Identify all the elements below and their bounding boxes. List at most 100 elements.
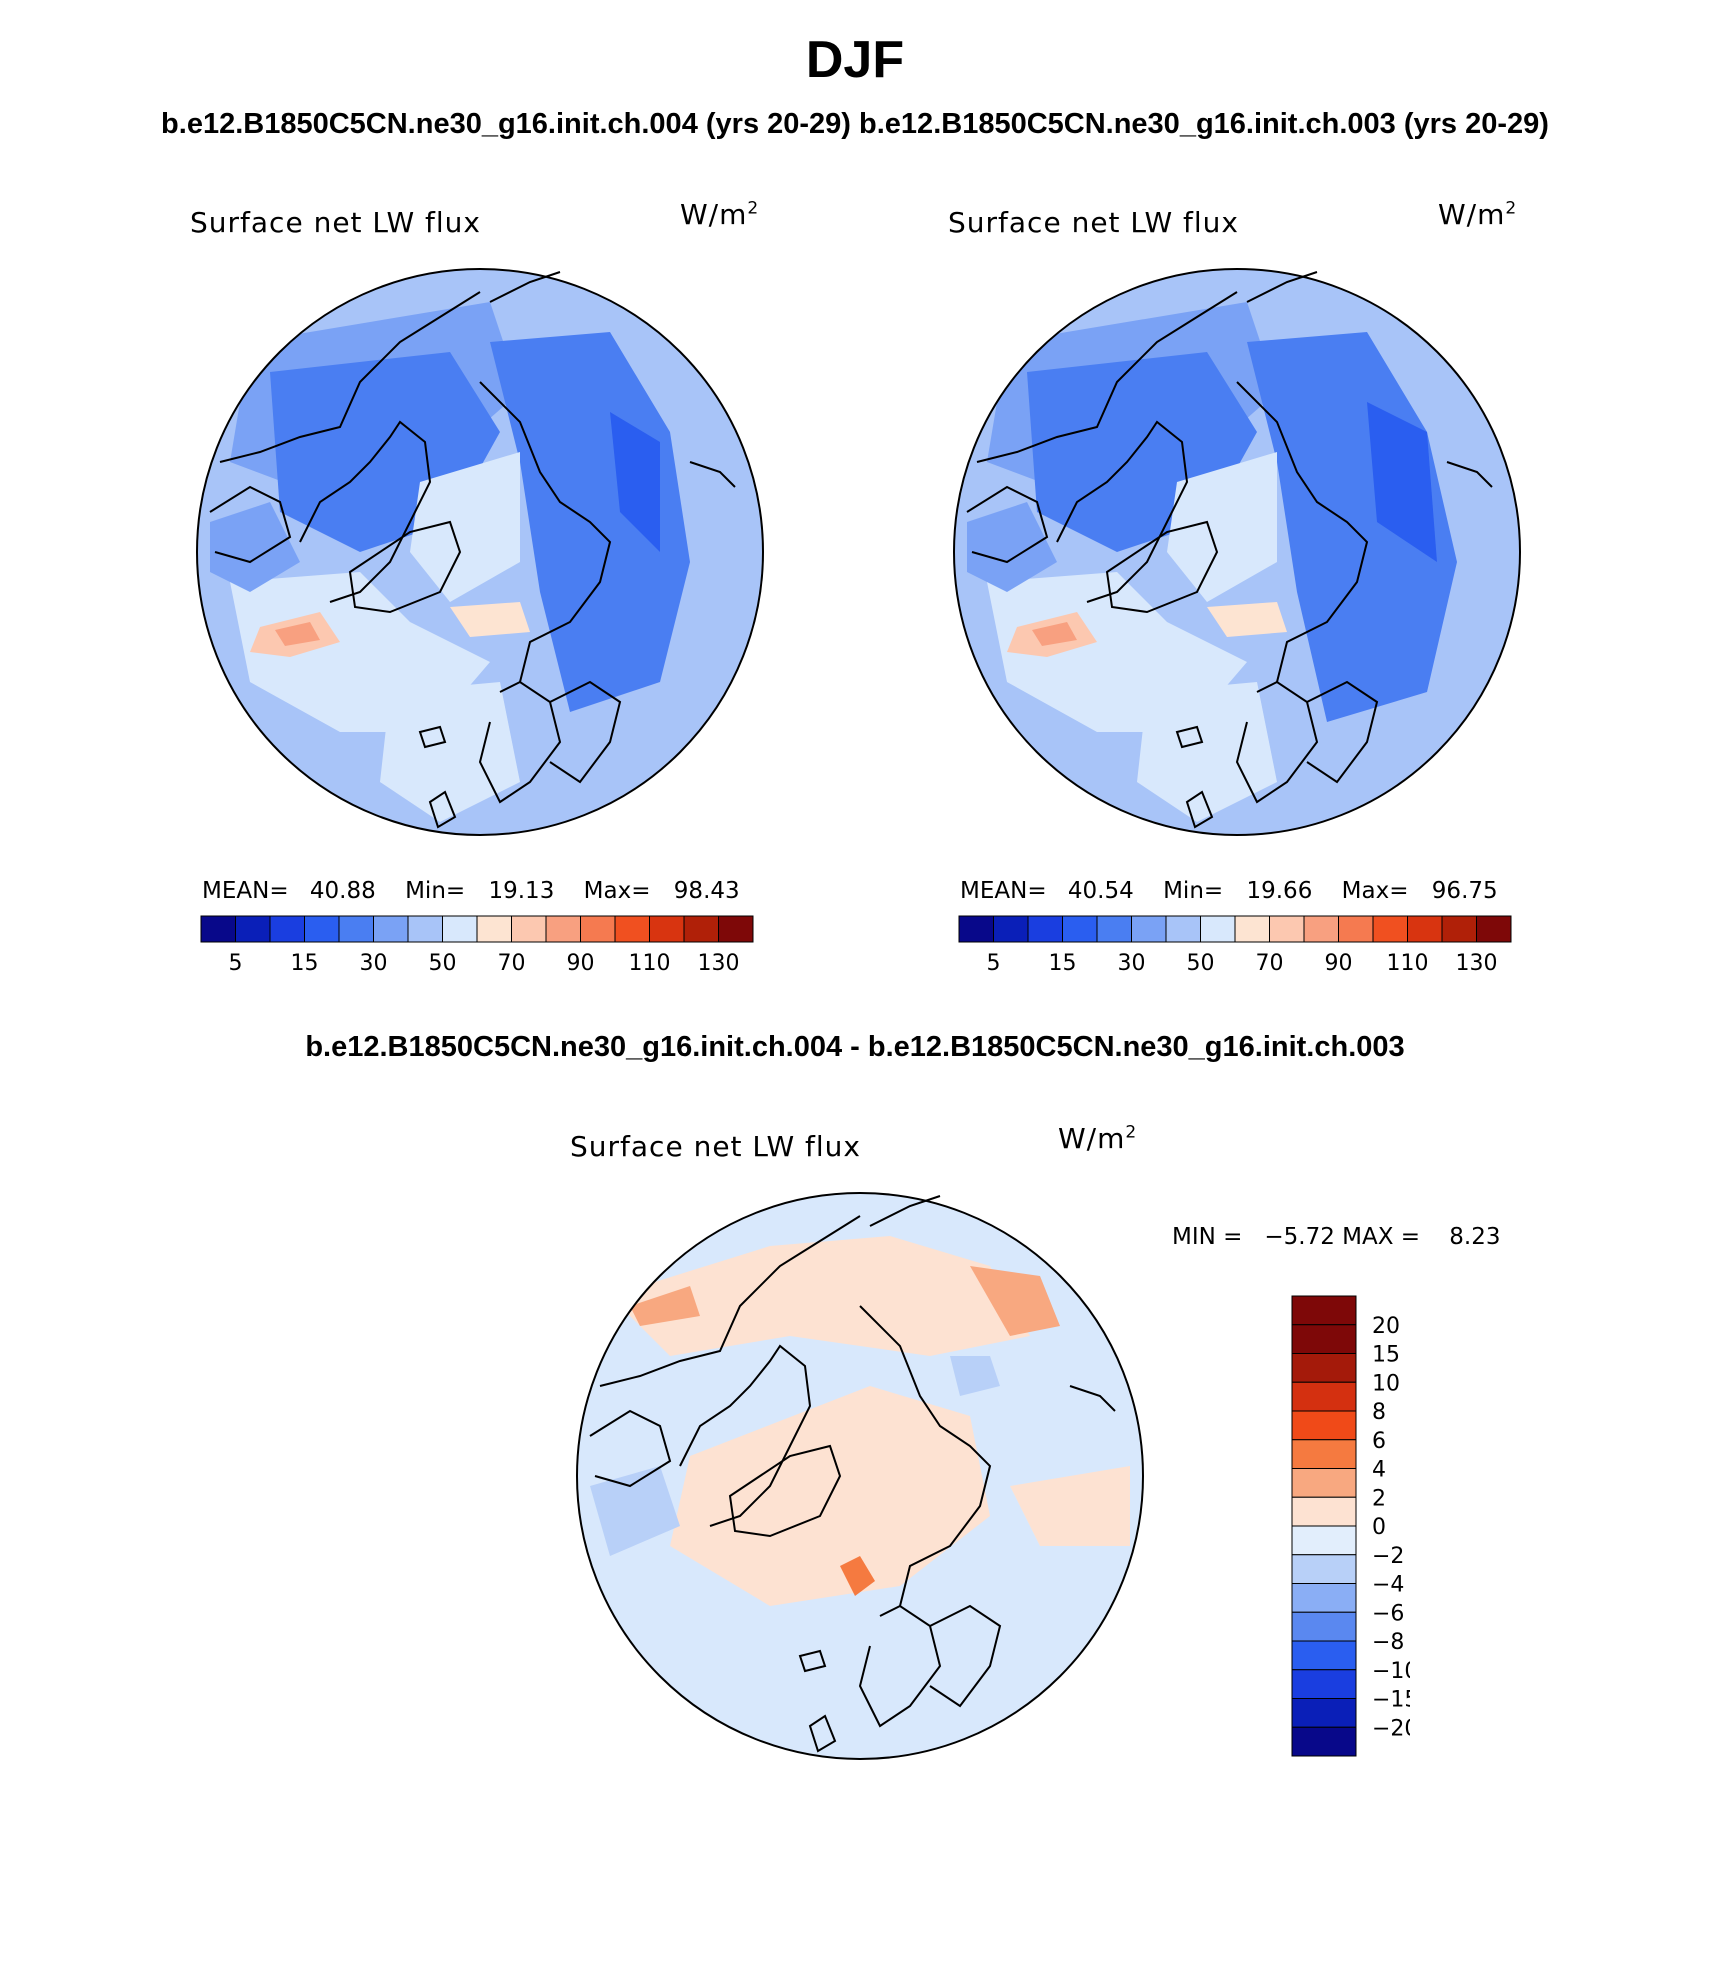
panel-2-colorbar: 5 15 30 50 70 90 110 130: [958, 915, 1512, 974]
colorbar-swatch: [718, 915, 754, 943]
panel-1-max-value: 98.43: [673, 878, 740, 904]
subtitle-right-case: b.e12.B1850C5CN.ne30_g16.init.ch.003 (yr…: [859, 108, 1549, 140]
figure-subtitle: b.e12.B1850C5CN.ne30_g16.init.ch.004 (yr…: [0, 108, 1710, 141]
panel-2-mean-value: 40.54: [1067, 878, 1134, 904]
panel-1-polar-map: [196, 268, 764, 836]
colorbar-tick-label: 90: [567, 951, 595, 974]
colorbar-swatch: [269, 915, 305, 943]
colorbar-tick-label: 130: [698, 951, 740, 974]
colorbar-tick-label: 30: [1118, 951, 1146, 974]
subtitle-left-case: b.e12.B1850C5CN.ne30_g16.init.ch.004 (yr…: [161, 108, 851, 140]
colorbar-swatch: [1062, 915, 1098, 943]
colorbar-swatch: [1291, 1353, 1357, 1383]
panel-3-coastline: [679, 1344, 812, 1527]
colorbar-swatch: [958, 915, 994, 943]
panel-1-coastline: [348, 520, 462, 614]
colorbar-swatch: [1234, 915, 1270, 943]
colorbar-tick-label: 30: [360, 951, 388, 974]
colorbar-tick-label: 20: [1372, 1314, 1400, 1339]
colorbar-tick-label: 90: [1325, 951, 1353, 974]
colorbar-tick-label: 110: [1387, 951, 1429, 974]
colorbar-tick-label: 70: [498, 951, 526, 974]
panel-3-region: [840, 1556, 875, 1596]
panel-1-region: [275, 622, 320, 646]
panel-1-units-exp: 2: [747, 198, 760, 219]
colorbar-tick-label: 15: [291, 951, 319, 974]
colorbar-swatch: [1291, 1410, 1357, 1441]
colorbar-swatch: [511, 915, 547, 943]
panel-1-coastline: [478, 680, 562, 804]
panel-2-min-label: Min=: [1163, 878, 1224, 904]
panel-1-coastline: [689, 461, 736, 488]
panel-2-region: [1032, 622, 1077, 646]
panel-1-mean-label: MEAN=: [202, 878, 289, 904]
panel-2-coastlines: [966, 271, 1493, 829]
colorbar-tick-label: 5: [229, 951, 243, 974]
panel-2-map-border: [953, 268, 1521, 836]
colorbar-swatch: [580, 915, 616, 943]
colorbar-tick-label: 5: [987, 951, 1001, 974]
panel-2-field: [954, 269, 1520, 835]
panel-3-coastline: [798, 1649, 827, 1673]
panel-2-coastline: [1105, 520, 1219, 614]
colorbar-tick-label: 2: [1372, 1486, 1386, 1511]
colorbar-swatch: [1372, 915, 1408, 943]
panel-3-coastline: [858, 1604, 942, 1728]
panel-3-coastline: [808, 1714, 837, 1753]
colorbar-swatch: [1291, 1669, 1357, 1699]
colorbar-tick-label: 10: [1372, 1371, 1400, 1396]
panel-3-coastline: [869, 1195, 941, 1227]
panel-1-coastline: [479, 381, 612, 683]
colorbar-tick-label: 110: [629, 951, 671, 974]
colorbar-swatch: [614, 915, 650, 943]
panel-1-units: W/m2: [680, 198, 759, 231]
panel-1-coastlines: [209, 271, 736, 829]
panel-3-region: [610, 1236, 1030, 1356]
colorbar-swatch: [1407, 915, 1443, 943]
colorbar-swatch: [476, 915, 512, 943]
panel-2-max-label: Max=: [1341, 878, 1409, 904]
panel-2-coastline: [1246, 271, 1318, 303]
panel-3-region: [630, 1286, 700, 1326]
panel-2-region: [1367, 402, 1437, 562]
panel-1-region: [210, 502, 300, 592]
colorbar-swatch: [649, 915, 685, 943]
colorbar-swatch: [1291, 1381, 1357, 1412]
colorbar-swatch: [235, 915, 271, 943]
colorbar-tick-label: 4: [1372, 1458, 1386, 1483]
colorbar-swatch: [683, 915, 719, 943]
colorbar-tick-label: 50: [429, 951, 457, 974]
colorbar-tick-label: 15: [1372, 1343, 1400, 1368]
panel-2-region: [1167, 452, 1277, 602]
colorbar-swatch: [1441, 915, 1477, 943]
panel-1-region: [410, 452, 520, 602]
colorbar-swatch: [1291, 1611, 1357, 1642]
colorbar-tick-label: −20: [1372, 1716, 1410, 1741]
panel-3-region: [970, 1266, 1060, 1336]
colorbar-swatch: [1291, 1525, 1357, 1556]
panel-1-stats: MEAN= 40.88 Min= 19.13 Max= 98.43: [202, 878, 754, 904]
panel-1-coastline: [549, 680, 622, 784]
panel-3-coastline: [589, 1409, 672, 1488]
panel-3-region: [590, 1466, 680, 1556]
colorbar-tick-label: 8: [1372, 1400, 1386, 1425]
panel-1-map-border: [196, 268, 764, 836]
panel-1-units-base: W/m: [680, 198, 748, 231]
panel-3-variable-name: Surface net LW flux: [570, 1130, 861, 1163]
panel-3-coastline: [1069, 1385, 1116, 1412]
panel-2-units: W/m2: [1438, 198, 1517, 231]
panel-2-coastline: [976, 291, 1238, 463]
panel-1-min-value: 19.13: [488, 878, 555, 904]
panel-3-coastline: [859, 1305, 992, 1607]
colorbar-tick-label: 6: [1372, 1429, 1386, 1454]
panel-3-units-base: W/m: [1058, 1122, 1126, 1155]
panel-2-units-exp: 2: [1505, 198, 1518, 219]
colorbar-swatch: [407, 915, 443, 943]
panel-1-coastline: [299, 420, 432, 603]
colorbar-swatch: [1291, 1640, 1357, 1671]
panel-1-colorbar: 5 15 30 50 70 90 110 130: [200, 915, 754, 974]
colorbar-swatch: [1291, 1468, 1357, 1498]
colorbar-tick-label: −6: [1372, 1601, 1404, 1626]
panel-2-region: [967, 502, 1057, 592]
